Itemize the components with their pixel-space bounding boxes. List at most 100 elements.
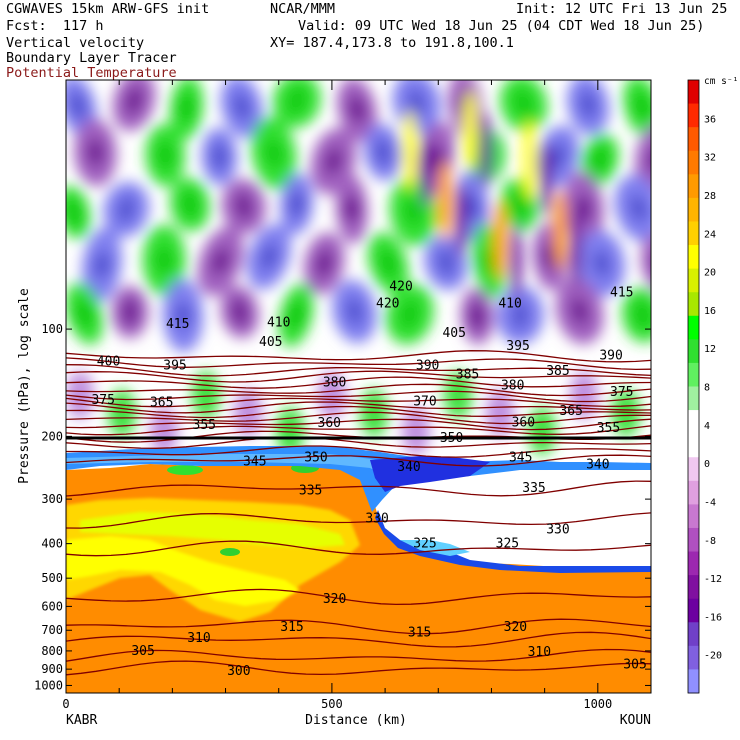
contour-label: 410 — [267, 315, 290, 330]
colorbar-swatch — [688, 386, 699, 411]
updraft-streak — [493, 200, 507, 280]
forecast-hour: Fcst: 117 h — [6, 18, 104, 34]
vertical-velocity-wave-field — [66, 80, 651, 455]
contour-label: 320 — [323, 592, 346, 607]
colorbar-swatch — [688, 339, 699, 364]
wave-cell-core — [437, 248, 455, 277]
colorbar-swatch — [688, 174, 699, 199]
colorbar-swatch — [688, 362, 699, 387]
wave-cell-core — [348, 95, 366, 124]
theta-contour — [66, 376, 651, 389]
wave-cell-core — [464, 192, 481, 221]
colorbar-swatch — [688, 527, 699, 553]
theta-contour — [66, 370, 651, 383]
wave-cell-core — [346, 297, 363, 326]
wave-cell-core — [233, 92, 251, 121]
wave-cell-core — [122, 298, 139, 327]
contour-label: 365 — [150, 396, 173, 411]
theta-contour — [66, 397, 651, 408]
y-tick-label: 400 — [41, 537, 63, 551]
updraft-streak — [523, 120, 537, 200]
wave-cell-core — [374, 138, 391, 167]
org-label: NCAR/MMM — [270, 1, 336, 17]
wave-cell-core — [324, 147, 342, 175]
colorbar-label: -20 — [704, 651, 722, 662]
theta-contour — [66, 436, 651, 449]
wave-cell-core — [87, 138, 104, 167]
y-tick-label: 1000 — [34, 678, 63, 692]
wave-cell — [486, 389, 514, 437]
downdraft-streak — [420, 132, 432, 208]
y-tick-label: 100 — [41, 322, 63, 336]
colorbar-swatch — [688, 669, 699, 694]
contour-label: 360 — [512, 415, 535, 430]
right-endpoint-label: KOUN — [620, 713, 651, 728]
contour-label: 385 — [456, 368, 479, 383]
downdraft-streak — [570, 212, 582, 288]
contour-label: 345 — [509, 450, 532, 465]
contour-label: 410 — [498, 297, 521, 312]
theta-contour — [66, 405, 651, 419]
y-tick-label: 900 — [41, 662, 63, 676]
wave-cell-core — [117, 195, 135, 224]
contour-label: 400 — [97, 355, 120, 370]
contour-label: 310 — [187, 631, 210, 646]
colorbar-swatch — [688, 645, 699, 670]
theta-contour — [66, 350, 651, 363]
y-tick-label: 500 — [41, 571, 63, 585]
field-potential-temperature: Potential Temperature — [6, 65, 177, 81]
colorbar-label: 28 — [704, 191, 716, 202]
downdraft-streak — [480, 112, 492, 188]
contour-label: 405 — [442, 326, 465, 341]
theta-contour — [66, 418, 651, 431]
wave-cell-core — [315, 249, 333, 278]
wave-cell-core — [174, 301, 191, 330]
colorbar-swatch — [688, 315, 699, 340]
wave-cell-core — [181, 190, 199, 219]
wave-cell — [612, 389, 640, 437]
wave-cell-core — [634, 301, 651, 329]
wave-cell-core — [157, 141, 174, 170]
theta-contour — [66, 588, 651, 606]
colorbar-label: 0 — [704, 459, 710, 470]
colorbar-label: -12 — [704, 574, 722, 585]
x-axis: 0 500 1000 — [62, 80, 652, 711]
wave-cell-core — [633, 92, 651, 121]
theta-contour — [66, 512, 651, 529]
y-tick-label: 700 — [41, 623, 63, 637]
wave-cell-core — [405, 197, 422, 226]
contour-label: 335 — [522, 481, 545, 496]
wave-cell-core — [231, 298, 248, 326]
contour-label: 395 — [163, 358, 186, 373]
colorbar-swatch — [688, 551, 699, 576]
colorbar-swatch — [688, 457, 699, 482]
theta-contour — [66, 454, 651, 467]
contour-label: 315 — [280, 620, 303, 635]
wave-cell-core — [265, 139, 283, 168]
colorbar-swatch — [688, 221, 699, 246]
colorbar-swatch — [688, 150, 699, 175]
contour-label: 330 — [365, 512, 388, 527]
model-title: CGWAVES 15km ARW-GFS init — [6, 1, 210, 17]
contour-label: 375 — [610, 385, 633, 400]
theta-contour — [66, 445, 651, 458]
downdraft-streak — [510, 222, 522, 298]
wave-cell-core — [579, 90, 597, 119]
contour-label: 355 — [597, 421, 620, 436]
wave-cell-core — [629, 194, 647, 222]
theta-contour — [66, 357, 651, 371]
contour-label: 315 — [408, 626, 431, 641]
theta-contour — [66, 648, 651, 662]
wave-cell-core — [178, 93, 195, 122]
y-tick-label: 600 — [41, 599, 63, 613]
contour-label: 310 — [528, 645, 551, 660]
wave-cell-core — [571, 297, 589, 325]
field-vertical-velocity: Vertical velocity — [6, 35, 145, 51]
cross-section-endpoints: XY= 187.4,173.8 to 191.8,100.1 — [270, 35, 514, 51]
contour-label: 390 — [416, 358, 439, 373]
wave-cell — [192, 371, 220, 419]
colorbar-swatch — [688, 575, 699, 600]
contour-label: 420 — [376, 297, 399, 312]
colorbar-label: 36 — [704, 114, 716, 125]
wave-cell-core — [287, 301, 305, 330]
